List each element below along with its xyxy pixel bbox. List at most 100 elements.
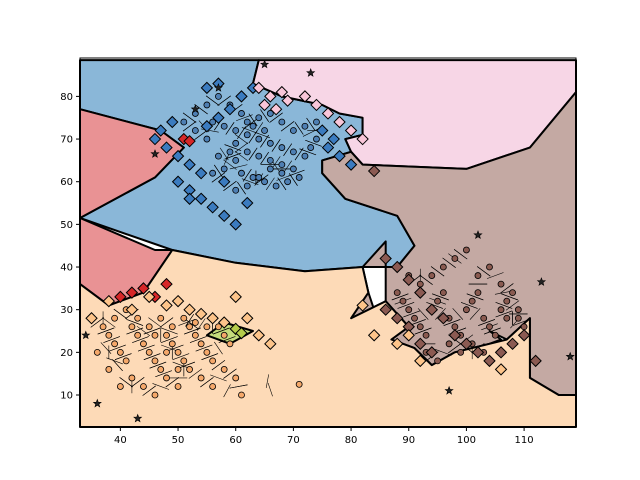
voronoi-edge bbox=[102, 317, 116, 328]
voronoi-edge bbox=[302, 128, 319, 137]
centroid-marker bbox=[229, 218, 242, 231]
voronoi-edge bbox=[419, 274, 433, 285]
data-point bbox=[145, 348, 153, 356]
voronoi-edge bbox=[205, 95, 220, 106]
data-point bbox=[116, 383, 124, 390]
voronoi-edge bbox=[182, 112, 197, 123]
data-point bbox=[128, 374, 136, 382]
voronoi-edge bbox=[241, 127, 259, 134]
data-point bbox=[261, 127, 268, 134]
voronoi-edge bbox=[280, 121, 295, 132]
voronoi-edge bbox=[254, 174, 269, 185]
data-point bbox=[399, 297, 407, 305]
voronoi-edge bbox=[161, 336, 178, 343]
voronoi-edge bbox=[149, 361, 167, 369]
data-point bbox=[301, 152, 309, 160]
voronoi-edge bbox=[218, 336, 236, 343]
x-tick-label: 110 bbox=[515, 435, 534, 446]
voronoi-edge bbox=[223, 180, 237, 192]
data-point bbox=[451, 255, 459, 262]
data-point bbox=[468, 297, 476, 305]
voronoi-edge bbox=[305, 139, 322, 147]
data-point bbox=[503, 297, 511, 305]
voronoi-edge bbox=[234, 151, 249, 162]
data-point bbox=[278, 161, 286, 169]
plot-frame bbox=[79, 57, 577, 428]
data-point bbox=[105, 366, 113, 373]
data-point bbox=[243, 182, 251, 190]
outlier-star bbox=[81, 330, 91, 340]
voronoi-edge bbox=[430, 266, 445, 277]
data-point bbox=[474, 289, 482, 297]
voronoi-edge bbox=[460, 302, 478, 309]
centroid-marker bbox=[281, 94, 294, 107]
voronoi-edge bbox=[97, 327, 115, 335]
outlier-star bbox=[213, 83, 224, 92]
voronoi-edge bbox=[224, 152, 242, 160]
centroid-marker bbox=[367, 164, 381, 178]
voronoi-edge bbox=[477, 266, 491, 277]
centroid-marker bbox=[212, 111, 225, 124]
voronoi-edge bbox=[236, 114, 253, 122]
y-axis: 10 20 30 40 50 60 70 80 bbox=[60, 92, 80, 402]
centroid-marker bbox=[402, 273, 415, 287]
data-point bbox=[480, 314, 488, 322]
centroid-marker bbox=[148, 132, 162, 146]
centroid-marker bbox=[506, 337, 519, 351]
data-point bbox=[163, 331, 170, 339]
outlier-star bbox=[92, 398, 102, 408]
data-point bbox=[261, 178, 268, 186]
voronoi-edge bbox=[114, 353, 132, 360]
centroid-marker bbox=[85, 312, 98, 325]
voronoi-edge bbox=[223, 368, 237, 379]
data-point bbox=[174, 366, 182, 373]
data-point bbox=[116, 348, 124, 356]
data-point bbox=[151, 331, 159, 339]
voronoi-edge bbox=[113, 308, 128, 320]
voronoi-edge bbox=[294, 122, 304, 135]
data-point bbox=[191, 319, 199, 326]
data-point bbox=[463, 246, 470, 254]
voronoi-edge bbox=[155, 370, 172, 378]
data-point bbox=[186, 323, 193, 331]
voronoi-edge bbox=[452, 308, 464, 320]
voronoi-edge bbox=[478, 319, 495, 326]
voronoi-edge bbox=[453, 249, 468, 260]
centroid-marker bbox=[143, 290, 156, 304]
data-point bbox=[278, 144, 286, 151]
centroid-marker bbox=[264, 90, 277, 103]
voronoi-edge bbox=[442, 257, 456, 268]
y-tick-label: 70 bbox=[60, 135, 73, 146]
centroid-marker bbox=[241, 312, 254, 325]
voronoi-edge bbox=[112, 359, 123, 372]
voronoi-edge bbox=[299, 148, 317, 156]
data-point bbox=[289, 165, 297, 173]
outlier-star bbox=[473, 230, 483, 240]
centroid-marker bbox=[258, 98, 271, 112]
y-tick-label: 10 bbox=[60, 391, 73, 402]
voronoi-edge bbox=[414, 327, 432, 335]
voronoi-edge bbox=[132, 336, 149, 343]
data-point bbox=[157, 366, 165, 373]
voronoi-edge bbox=[165, 377, 179, 388]
voronoi-edge bbox=[119, 377, 133, 388]
voronoi-edge bbox=[185, 319, 200, 330]
voronoi-edge bbox=[103, 336, 121, 343]
centroid-marker bbox=[235, 326, 248, 340]
data-point bbox=[209, 169, 217, 177]
centroid-marker bbox=[252, 329, 265, 342]
voronoi-edge bbox=[391, 293, 409, 301]
voronoi-edge bbox=[224, 144, 242, 151]
outlier-star bbox=[260, 59, 270, 69]
voronoi-edge bbox=[189, 336, 207, 343]
voronoi-edge bbox=[136, 325, 151, 337]
centroid-marker bbox=[367, 329, 381, 342]
centroid-marker bbox=[327, 132, 340, 146]
centroid-marker bbox=[321, 107, 335, 120]
data-point bbox=[157, 314, 165, 322]
voronoi-edge bbox=[432, 293, 449, 301]
centroid-marker bbox=[494, 346, 508, 359]
voronoi-edge bbox=[201, 353, 219, 360]
outlier-star bbox=[150, 149, 160, 158]
voronoi-edge bbox=[426, 302, 444, 309]
